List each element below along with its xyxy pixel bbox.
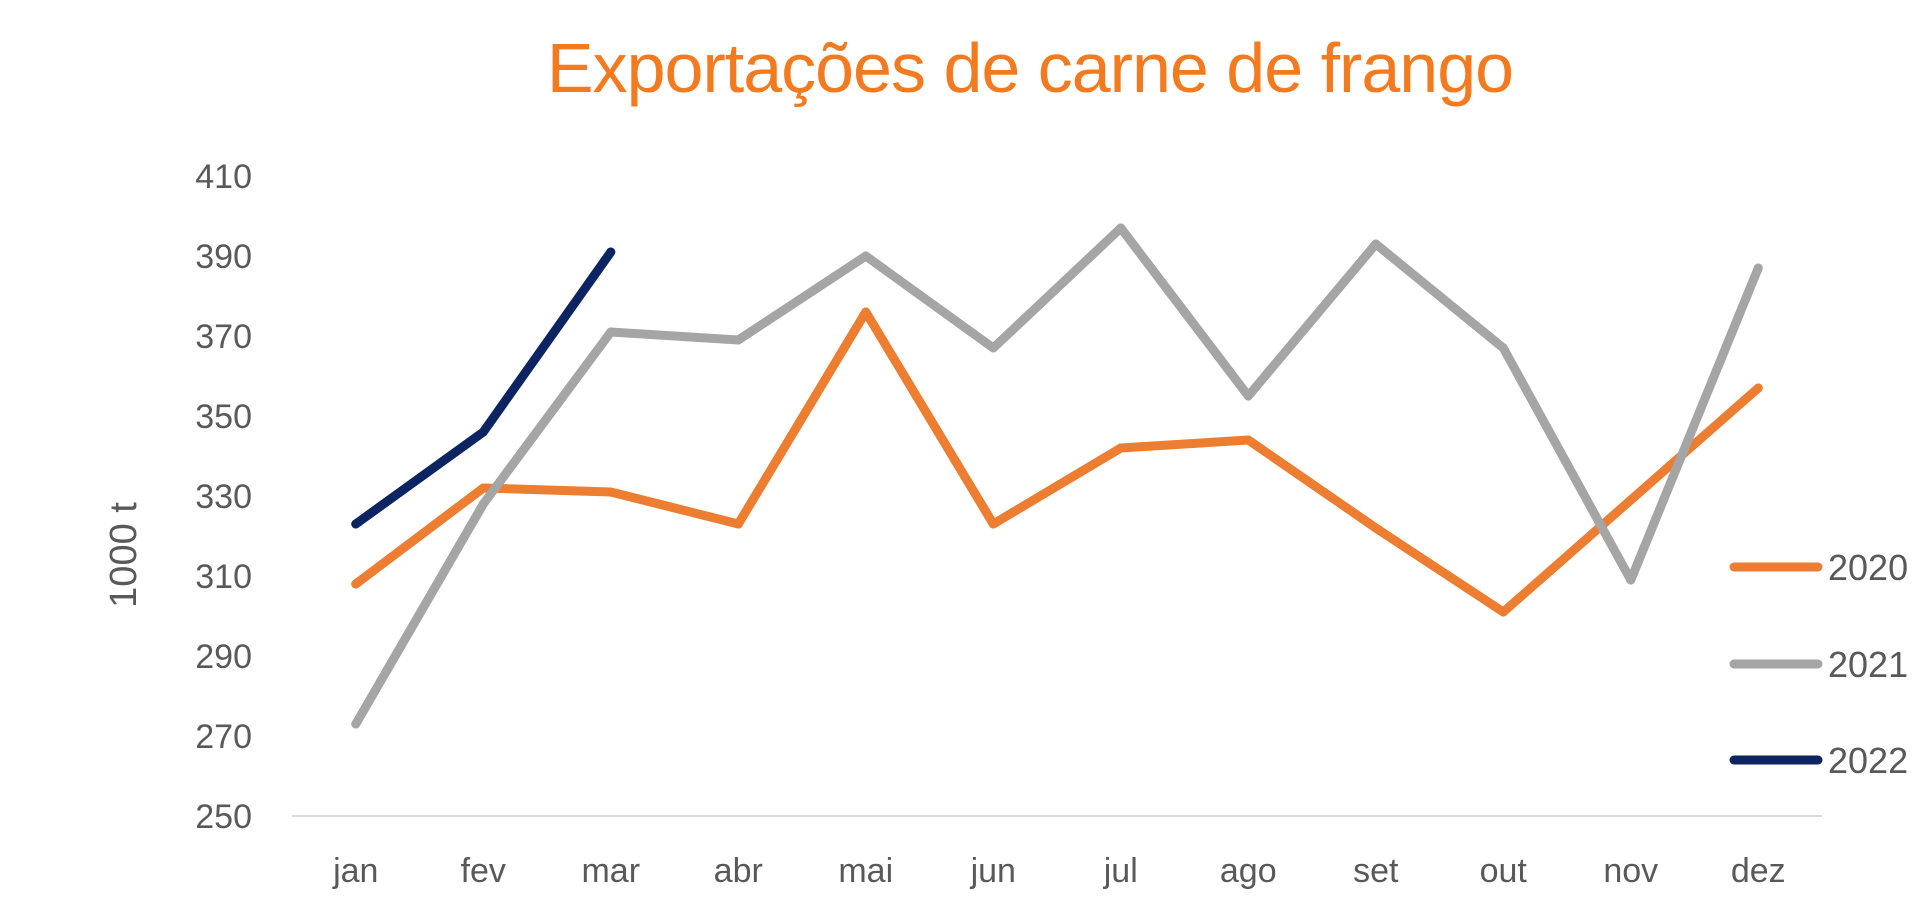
x-tick-label: jun xyxy=(970,852,1016,890)
legend-label-2021: 2021 xyxy=(1828,644,1908,685)
series-lines xyxy=(351,223,1763,729)
data-point-2020 xyxy=(1243,435,1253,445)
y-tick-label: 310 xyxy=(195,558,252,596)
data-point-2021 xyxy=(1498,343,1508,353)
legend-label-2022: 2022 xyxy=(1828,740,1908,781)
data-point-2021 xyxy=(351,719,361,729)
data-point-2020 xyxy=(733,519,743,529)
x-tick-label: dez xyxy=(1731,852,1786,890)
data-point-2020 xyxy=(1498,607,1508,617)
x-tick-label: set xyxy=(1353,852,1399,890)
legend-label-2020: 2020 xyxy=(1828,547,1908,588)
data-point-2020 xyxy=(1371,523,1381,533)
data-point-2021 xyxy=(1753,263,1763,273)
x-tick-label: mar xyxy=(581,852,640,890)
data-point-2021 xyxy=(1626,575,1636,585)
y-axis-ticks: 410 390 370 350 330 310 290 270 250 xyxy=(195,158,252,836)
x-tick-label: jan xyxy=(332,852,378,890)
data-point-2020 xyxy=(478,483,488,493)
data-point-2020 xyxy=(606,487,616,497)
data-point-2022 xyxy=(478,427,488,437)
data-point-2021 xyxy=(1371,239,1381,249)
x-tick-label: abr xyxy=(714,852,763,890)
data-point-2020 xyxy=(1116,443,1126,453)
y-tick-label: 350 xyxy=(195,398,252,436)
x-axis-ticks: jan fev mar abr mai jun jul ago set out nov dez xyxy=(332,852,1786,890)
legend: 2020 2021 2022 xyxy=(1729,547,1908,781)
data-point-2022 xyxy=(351,519,361,529)
data-point-2020 xyxy=(988,519,998,529)
y-tick-label: 330 xyxy=(195,478,252,516)
data-point-2021 xyxy=(1116,223,1126,233)
y-tick-label: 410 xyxy=(195,158,252,196)
x-tick-label: jul xyxy=(1103,852,1138,890)
data-point-2021 xyxy=(988,343,998,353)
x-tick-label: mai xyxy=(838,852,893,890)
y-tick-label: 290 xyxy=(195,638,252,676)
data-point-2021 xyxy=(861,251,871,261)
x-tick-label: fev xyxy=(461,852,506,890)
x-tick-label: out xyxy=(1480,852,1528,890)
data-point-2021 xyxy=(606,327,616,337)
data-point-2021 xyxy=(478,499,488,509)
data-point-2020 xyxy=(351,579,361,589)
series-line-2021 xyxy=(351,223,1763,729)
y-tick-label: 370 xyxy=(195,318,252,356)
y-axis-title: 1000 t xyxy=(103,502,145,608)
y-tick-label: 390 xyxy=(195,238,252,276)
x-tick-label: ago xyxy=(1220,852,1277,890)
data-point-2020 xyxy=(861,307,871,317)
x-tick-label: nov xyxy=(1603,852,1658,890)
series-line-2020 xyxy=(351,307,1763,617)
y-tick-label: 270 xyxy=(195,718,252,756)
y-tick-label: 250 xyxy=(195,798,252,836)
data-point-2022 xyxy=(606,247,616,257)
chart-title: Exportações de carne de frango xyxy=(546,29,1514,107)
data-point-2021 xyxy=(733,335,743,345)
data-point-2021 xyxy=(1243,391,1253,401)
data-point-2020 xyxy=(1626,495,1636,505)
data-point-2020 xyxy=(1753,383,1763,393)
